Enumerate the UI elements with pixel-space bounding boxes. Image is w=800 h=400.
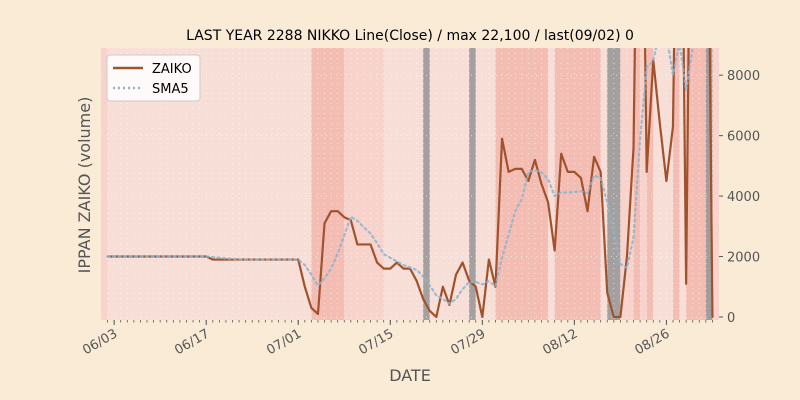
x-tick-label-0: 06/03: [80, 326, 120, 358]
y-tick-label-4: 8000: [727, 69, 760, 84]
x-tick-label-2: 07/01: [264, 326, 304, 358]
series-lines: [106, 48, 714, 319]
x-axis-title: DATE: [389, 366, 431, 385]
y-tick-label-3: 6000: [727, 130, 760, 145]
band-14: [705, 48, 713, 320]
x-tick-label-3: 07/15: [356, 326, 396, 358]
band-0: [101, 48, 108, 320]
plot-area: [101, 48, 719, 320]
x-tick-label-1: 06/17: [172, 326, 212, 358]
series-sma5-line: [106, 48, 694, 305]
x-tick-label-6: 08/26: [632, 326, 672, 358]
band-15: [712, 48, 719, 320]
legend-zaiko-label: ZAIKO: [152, 62, 192, 77]
y-tick-label-1: 2000: [727, 251, 760, 266]
band-11: [646, 48, 654, 320]
legend-sma5-label: SMA5: [152, 82, 189, 97]
y-tick-label-0: 0: [727, 311, 735, 326]
legend: ZAIKO SMA5: [106, 54, 201, 102]
x-tick-label-4: 07/29: [448, 326, 488, 358]
band-4: [469, 48, 476, 320]
x-tick-label-5: 08/12: [540, 326, 580, 358]
band-12: [672, 48, 680, 320]
chart-title: LAST YEAR 2288 NIKKO Line(Close) / max 2…: [186, 28, 634, 44]
y-tick-label-2: 4000: [727, 190, 760, 205]
band-6: [554, 48, 601, 320]
band-3: [423, 48, 430, 320]
y-axis-title: IPPAN ZAIKO (volume): [75, 97, 94, 274]
band-10: [640, 48, 647, 320]
legend-box: [106, 54, 201, 102]
band-1: [311, 48, 345, 320]
